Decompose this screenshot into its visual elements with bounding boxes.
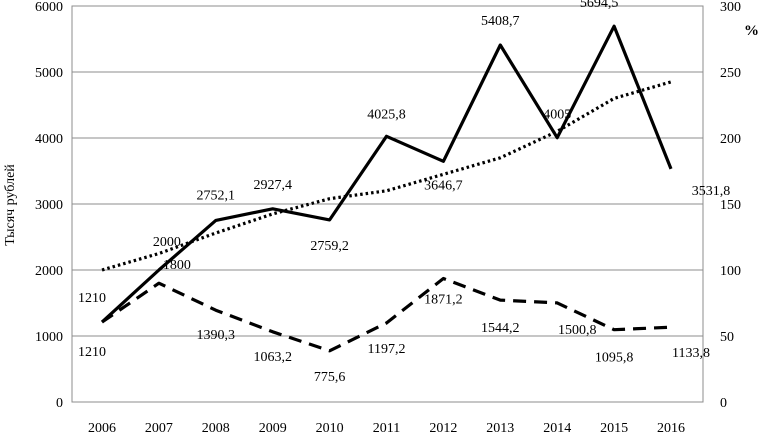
x-tick-label: 2016 bbox=[657, 421, 685, 433]
data-label: 3531,8 bbox=[692, 184, 731, 199]
series-dotted-line bbox=[101, 80, 672, 272]
y-axis-right-ticks: 0 50 100 150 200 250 300 bbox=[720, 0, 741, 411]
series-lines bbox=[100, 24, 673, 353]
data-label: 1871,2 bbox=[424, 293, 463, 308]
data-label: 1133,8 bbox=[672, 346, 710, 361]
data-label: 1500,8 bbox=[558, 323, 597, 338]
y-tick-label: 1000 bbox=[35, 330, 63, 345]
y2-axis-unit: % bbox=[744, 23, 759, 39]
x-tick-label: 2007 bbox=[145, 421, 173, 433]
plot-area-border bbox=[71, 5, 704, 403]
y-tick-label: 3000 bbox=[35, 198, 63, 213]
data-label: 4025,8 bbox=[367, 107, 406, 122]
x-axis-ticks: 2006 2007 2008 2009 2010 2011 2012 2013 2014 2015… bbox=[88, 421, 685, 433]
data-label: 1210 bbox=[78, 291, 106, 306]
x-tick-label: 2013 bbox=[486, 421, 514, 433]
y-axis-title: Тысяч рублей bbox=[3, 164, 18, 246]
data-label: 3646,7 bbox=[424, 178, 463, 193]
y2-tick-label: 300 bbox=[720, 0, 741, 15]
data-label: 1063,2 bbox=[253, 350, 292, 365]
x-tick-label: 2014 bbox=[543, 421, 571, 433]
data-label: 2759,2 bbox=[310, 239, 349, 254]
data-label: 1197,2 bbox=[368, 342, 406, 357]
y-axis-left-ticks: 0 1000 2000 3000 4000 5000 6000 bbox=[35, 0, 63, 411]
x-tick-label: 2006 bbox=[88, 421, 116, 433]
y2-tick-label: 50 bbox=[720, 330, 734, 345]
y-tick-label: 4000 bbox=[35, 132, 63, 147]
data-label: 4005 bbox=[543, 108, 571, 123]
data-label: 2927,4 bbox=[253, 178, 292, 193]
y-tick-label: 6000 bbox=[35, 0, 63, 15]
x-tick-label: 2009 bbox=[259, 421, 287, 433]
data-label: 2752,1 bbox=[197, 188, 236, 203]
data-label: 775,6 bbox=[314, 370, 346, 385]
data-label: 5694,5 bbox=[580, 0, 619, 11]
x-tick-label: 2012 bbox=[429, 421, 457, 433]
gridlines bbox=[72, 71, 703, 337]
x-tick-label: 2011 bbox=[373, 421, 400, 433]
y-tick-label: 0 bbox=[56, 396, 63, 411]
y-tick-label: 2000 bbox=[35, 264, 63, 279]
y2-tick-label: 0 bbox=[720, 396, 727, 411]
data-label: 1544,2 bbox=[481, 321, 520, 336]
series-solid-line bbox=[100, 24, 673, 324]
data-label: 1390,3 bbox=[197, 328, 236, 343]
data-label: 2000 bbox=[153, 235, 181, 250]
series-dashed-line bbox=[101, 276, 672, 353]
y-tick-label: 5000 bbox=[35, 66, 63, 81]
y2-tick-label: 200 bbox=[720, 132, 741, 147]
plot-frame bbox=[71, 5, 704, 403]
data-labels: 1210 2000 2752,1 2927,4 2759,2 4025,8 3646,7 54… bbox=[78, 0, 730, 385]
y2-tick-label: 100 bbox=[720, 264, 741, 279]
data-label: 1800 bbox=[163, 258, 191, 273]
y2-tick-label: 250 bbox=[720, 66, 741, 81]
x-tick-label: 2008 bbox=[202, 421, 230, 433]
data-label: 5408,7 bbox=[481, 14, 520, 29]
data-label: 1210 bbox=[78, 345, 106, 360]
data-label: 1095,8 bbox=[595, 351, 634, 366]
y2-tick-label: 150 bbox=[720, 198, 741, 213]
x-tick-label: 2010 bbox=[316, 421, 344, 433]
x-tick-label: 2015 bbox=[600, 421, 628, 433]
